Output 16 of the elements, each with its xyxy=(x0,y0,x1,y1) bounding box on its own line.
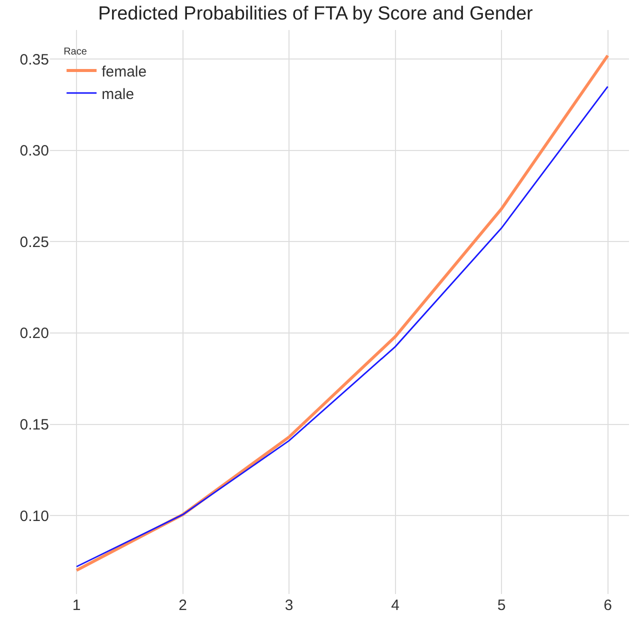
y-tick-label: 0.35 xyxy=(20,51,49,68)
x-tick-label: 2 xyxy=(178,597,187,614)
y-tick-label: 0.15 xyxy=(20,416,49,434)
legend-title: Race xyxy=(64,46,88,58)
y-tick-label: 0.20 xyxy=(20,325,49,342)
legend-label: male xyxy=(102,86,134,103)
x-tick-label: 4 xyxy=(391,597,400,614)
x-tick-label: 1 xyxy=(72,597,81,614)
y-tick-label: 0.10 xyxy=(20,508,49,525)
y-tick-label: 0.30 xyxy=(20,142,49,160)
x-tick-label: 5 xyxy=(497,597,506,614)
x-tick-label: 3 xyxy=(284,597,294,614)
chart-title: Predicted Probabilities of FTA by Score and Gender xyxy=(98,4,534,25)
x-tick-label: 6 xyxy=(604,597,612,614)
y-tick-label: 0.25 xyxy=(20,234,49,251)
legend-label: female xyxy=(102,63,147,80)
